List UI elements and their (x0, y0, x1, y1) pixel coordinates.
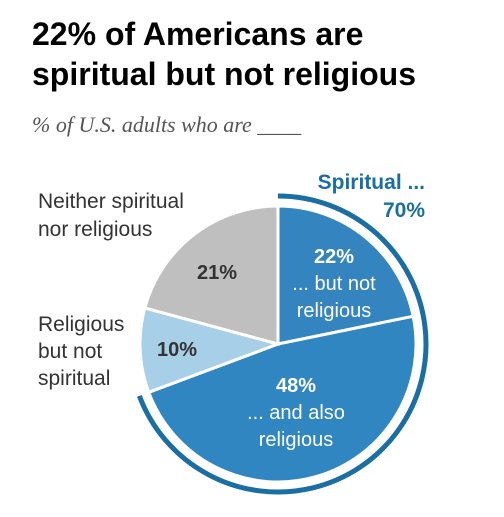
slice-text-label-spiritual-and-religious-1: ... and also (247, 402, 345, 424)
spiritual-group-label: Spiritual ... (318, 171, 425, 194)
slice-value-label-religious-not-spiritual: 10% (157, 339, 197, 361)
chart-title: 22% of Americans are spiritual but not r… (32, 16, 416, 92)
slice-text-label-spiritual-and-religious-2: religious (259, 429, 333, 451)
slice-outer-label-neither-2: nor religious (38, 218, 152, 241)
pie-slice-neither (142, 204, 280, 346)
pie-slice-religious-not-spiritual (138, 306, 283, 395)
slice-value-label-spiritual-and-religious: 48% (276, 375, 316, 397)
slice-outer-label-neither-1: Neither spiritual (38, 190, 184, 213)
slice-outer-label-religious-not-spiritual-3: spiritual (38, 367, 110, 390)
spiritual-group-bracket (137, 193, 429, 495)
pie-slice-spiritual-and-religious (146, 314, 418, 484)
spiritual-group-value: 70% (383, 199, 425, 222)
pie-slice-spiritual-not-religious (276, 204, 415, 346)
slice-outer-label-religious-not-spiritual-1: Religious (38, 313, 124, 336)
slice-outer-label-religious-not-spiritual-2: but not (38, 340, 102, 363)
chart-subtitle: % of U.S. adults who are ____ (32, 112, 302, 137)
slice-text-label-spiritual-not-religious-1: ... but not (292, 273, 376, 295)
slice-text-label-spiritual-not-religious-2: religious (297, 300, 371, 322)
slice-value-label-neither: 21% (197, 262, 237, 284)
slice-value-label-spiritual-not-religious: 22% (314, 246, 354, 268)
